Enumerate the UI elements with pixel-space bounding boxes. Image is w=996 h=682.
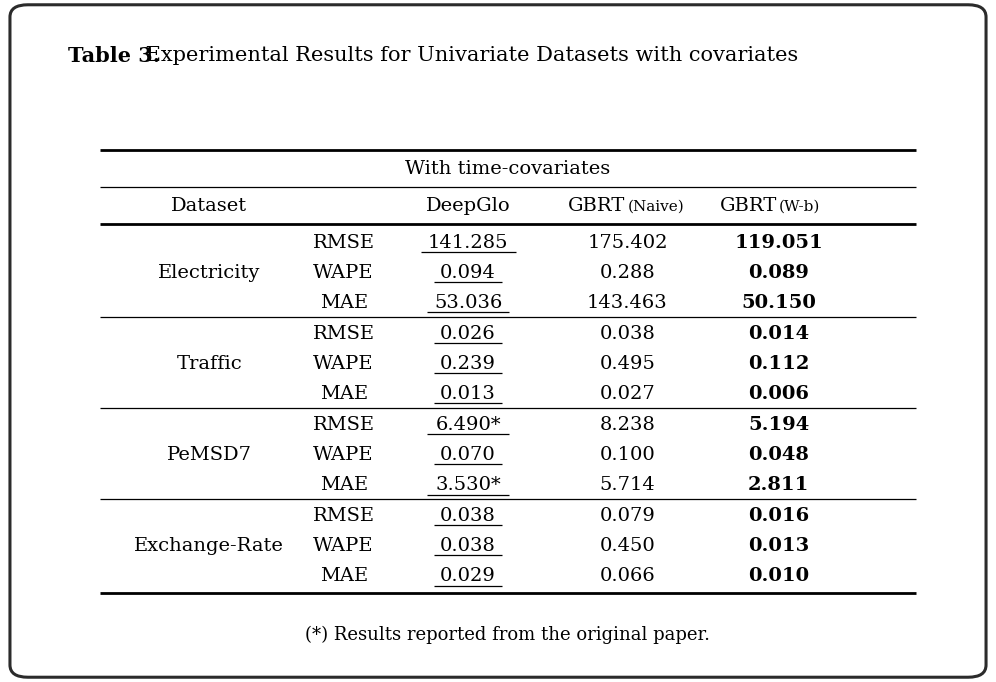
Text: GBRT: GBRT [568,197,625,216]
Text: 0.066: 0.066 [600,567,655,585]
Text: 0.239: 0.239 [440,355,496,373]
Text: 0.006: 0.006 [748,385,810,403]
Text: 119.051: 119.051 [734,234,824,252]
Text: 0.016: 0.016 [748,507,810,524]
Text: Table 3.: Table 3. [68,46,159,66]
Text: DeepGlo: DeepGlo [426,197,510,216]
Text: 141.285: 141.285 [428,234,508,252]
Text: 0.089: 0.089 [748,264,810,282]
Text: 5.714: 5.714 [600,477,655,494]
Text: RMSE: RMSE [313,325,374,342]
Text: Traffic: Traffic [176,355,242,373]
Text: (*) Results reported from the original paper.: (*) Results reported from the original p… [306,626,710,644]
Text: 0.070: 0.070 [440,446,496,464]
Text: 175.402: 175.402 [588,234,667,252]
Text: (W-b): (W-b) [779,199,821,213]
Text: WAPE: WAPE [314,537,374,555]
Text: PeMSD7: PeMSD7 [166,446,252,464]
Text: 2.811: 2.811 [748,477,810,494]
Text: With time-covariates: With time-covariates [405,160,611,178]
Text: 0.100: 0.100 [600,446,655,464]
Text: RMSE: RMSE [313,507,374,524]
Text: Electricity: Electricity [158,264,260,282]
Text: Experimental Results for Univariate Datasets with covariates: Experimental Results for Univariate Data… [139,46,799,65]
Text: 0.094: 0.094 [440,264,496,282]
Text: 0.026: 0.026 [440,325,496,342]
Text: 0.013: 0.013 [748,537,810,555]
Text: 0.288: 0.288 [600,264,655,282]
Text: 0.079: 0.079 [600,507,655,524]
Text: WAPE: WAPE [314,446,374,464]
Text: 143.463: 143.463 [587,295,668,312]
Text: Dataset: Dataset [171,197,247,216]
Text: RMSE: RMSE [313,234,374,252]
Text: 0.029: 0.029 [440,567,496,585]
Text: 0.048: 0.048 [748,446,810,464]
Text: (Naive): (Naive) [627,199,684,213]
Text: 0.013: 0.013 [440,385,496,403]
Text: 0.450: 0.450 [600,537,655,555]
Text: 6.490*: 6.490* [435,416,501,434]
Text: MAE: MAE [320,567,368,585]
Text: 0.495: 0.495 [600,355,655,373]
Text: 3.530*: 3.530* [435,477,501,494]
Text: WAPE: WAPE [314,355,374,373]
Text: MAE: MAE [320,477,368,494]
Text: 5.194: 5.194 [748,416,810,434]
Text: 0.112: 0.112 [748,355,810,373]
FancyBboxPatch shape [10,5,986,677]
Text: 53.036: 53.036 [434,295,502,312]
Text: 0.010: 0.010 [748,567,810,585]
Text: WAPE: WAPE [314,264,374,282]
Text: 8.238: 8.238 [600,416,655,434]
Text: MAE: MAE [320,295,368,312]
Text: 0.038: 0.038 [440,537,496,555]
Text: RMSE: RMSE [313,416,374,434]
Text: Exchange-Rate: Exchange-Rate [134,537,284,555]
Text: 0.038: 0.038 [440,507,496,524]
Text: 0.027: 0.027 [600,385,655,403]
Text: 0.014: 0.014 [748,325,810,342]
Text: 50.150: 50.150 [741,295,817,312]
Text: GBRT: GBRT [719,197,777,216]
Text: 0.038: 0.038 [600,325,655,342]
Text: MAE: MAE [320,385,368,403]
